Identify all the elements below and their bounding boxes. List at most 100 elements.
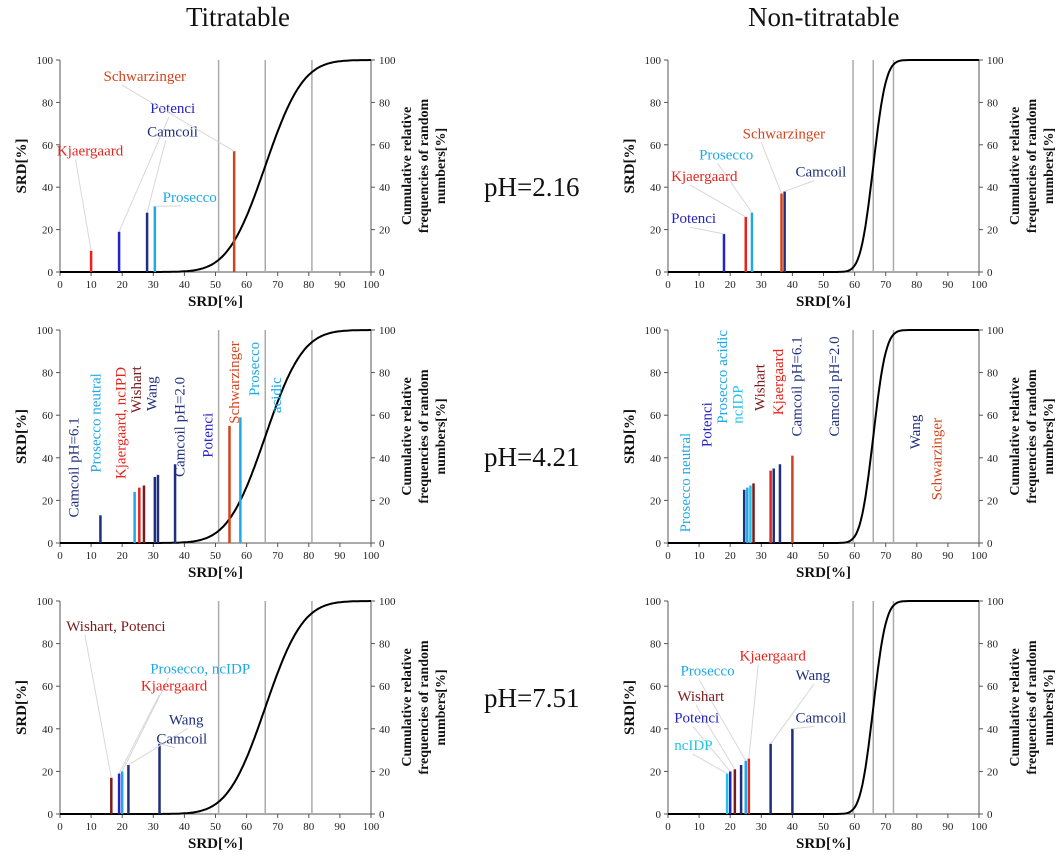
bar-label: Wishart, Potenci [66, 619, 165, 635]
y-tick-label-right: 20 [987, 225, 999, 237]
x-tick-label: 40 [787, 550, 799, 562]
x-tick-label: 80 [303, 821, 315, 833]
y2-axis-title-line: frequencies of random [1025, 640, 1040, 775]
bar-label: Camcoil pH=2.0 [827, 336, 843, 436]
x-tick-label: 20 [725, 279, 737, 291]
bar-label: Wang [796, 668, 831, 684]
y-tick-label-right: 100 [987, 325, 1004, 337]
y-tick-label-left: 100 [37, 55, 54, 67]
y-tick-label-left: 100 [37, 325, 54, 337]
bar-label: Schwarzinger [104, 69, 186, 85]
x-tick-label: 10 [694, 279, 706, 291]
x-tick-label: 30 [148, 821, 160, 833]
y2-axis-title-line: Cumulative relative [1008, 107, 1023, 225]
column-title-non-titratable: Non-titratable [748, 2, 900, 32]
bar-label: Prosecco [163, 190, 217, 206]
y-tick-label-right: 60 [379, 140, 391, 152]
bar-label: Prosecco acidic [715, 330, 731, 424]
leader-line [118, 116, 170, 232]
y-tick-label-left: 0 [48, 809, 54, 821]
y-tick-label-right: 40 [379, 724, 391, 736]
y-tick-label-left: 100 [645, 325, 662, 337]
y-tick-label-right: 80 [379, 368, 391, 380]
y-tick-label-right: 0 [987, 809, 993, 821]
bar-label: Prosecco neutral [678, 433, 694, 533]
y-tick-label-left: 100 [645, 596, 662, 608]
bar-label: Prosecco [680, 664, 734, 680]
y-tick-label-right: 100 [379, 55, 396, 67]
y-tick-label-left: 60 [42, 410, 54, 422]
x-tick-label: 50 [210, 821, 222, 833]
y2-axis-title-line: numbers[%] [434, 398, 449, 474]
leader-line [121, 677, 170, 772]
y2-axis-title-line: numbers[%] [1042, 669, 1057, 745]
leader-line [760, 142, 782, 194]
y-tick-label-left: 60 [42, 681, 54, 693]
x-tick-label: 0 [665, 821, 671, 833]
bar-label: Prosecco [699, 148, 753, 164]
x-axis-title: SRD[%] [796, 294, 851, 310]
y-tick-label-right: 40 [379, 453, 391, 465]
y-axis-title: SRD[%] [622, 680, 638, 735]
y-tick-label-left: 80 [650, 639, 662, 651]
y-tick-label-left: 40 [650, 182, 662, 194]
y-tick-label-right: 20 [987, 766, 999, 778]
leader-line [84, 634, 112, 778]
bar-label: Camcoil pH=6.1 [67, 417, 83, 517]
x-tick-label: 30 [148, 550, 160, 562]
leader-line [159, 743, 176, 749]
leader-line [698, 679, 747, 761]
y-tick-label-left: 0 [48, 267, 54, 279]
bar-label: Kjaergaard [740, 649, 807, 665]
leader-line [717, 163, 753, 213]
y-tick-label-left: 40 [42, 453, 54, 465]
bar-label: Potenci [674, 710, 719, 726]
y-tick-label-right: 40 [987, 182, 999, 194]
bar-label: Schwarzinger [930, 418, 946, 500]
x-tick-label: 70 [880, 550, 892, 562]
x-tick-label: 20 [725, 821, 737, 833]
x-tick-label: 50 [818, 279, 830, 291]
y-tick-label-right: 100 [379, 325, 396, 337]
x-tick-label: 20 [117, 821, 129, 833]
bar-label: Camcoil pH=6.1 [790, 336, 806, 436]
x-tick-label: 80 [911, 821, 923, 833]
x-tick-label: 70 [272, 279, 284, 291]
x-axis-title: SRD[%] [188, 836, 243, 852]
y-tick-label-right: 20 [379, 495, 391, 507]
x-tick-label: 20 [117, 279, 129, 291]
y-tick-label-right: 0 [379, 538, 385, 550]
x-tick-label: 60 [241, 550, 253, 562]
y2-axis-title-line: frequencies of random [417, 99, 432, 234]
x-tick-label: 0 [57, 821, 63, 833]
leader-line [121, 84, 235, 152]
y-tick-label-right: 60 [987, 681, 999, 693]
leader-line [128, 728, 188, 766]
y2-axis-title-line: numbers[%] [434, 669, 449, 745]
y-tick-label-left: 20 [650, 495, 662, 507]
column-title-titratable: Titratable [186, 2, 290, 32]
x-tick-label: 10 [86, 279, 98, 291]
bar-label: Wishart [129, 365, 145, 413]
cumulative-curve [668, 329, 979, 544]
x-tick-label: 40 [787, 279, 799, 291]
y-tick-label-right: 40 [987, 453, 999, 465]
x-tick-label: 10 [694, 550, 706, 562]
x-axis-title: SRD[%] [796, 836, 851, 852]
y-tick-label-right: 80 [987, 368, 999, 380]
x-tick-label: 90 [942, 279, 954, 291]
x-tick-label: 100 [971, 821, 988, 833]
y-tick-label-left: 20 [42, 766, 54, 778]
x-tick-label: 90 [334, 821, 346, 833]
x-tick-label: 40 [179, 550, 191, 562]
y-tick-label-right: 20 [379, 225, 391, 237]
y2-axis-title-line: Cumulative relative [400, 107, 415, 225]
y-axis-title: SRD[%] [14, 409, 30, 464]
y-tick-label-left: 60 [650, 140, 662, 152]
bar-label: Camcoil [796, 710, 847, 726]
bar-label: Schwarzinger [227, 341, 243, 423]
bar-label: Kjaergaard [671, 169, 738, 185]
